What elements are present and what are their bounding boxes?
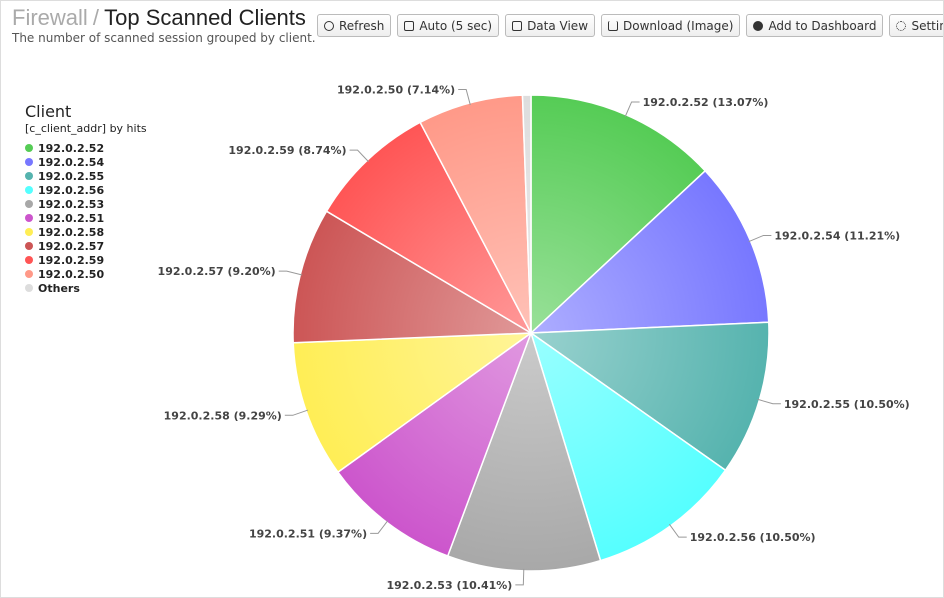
leader-line (624, 101, 640, 117)
refresh-button[interactable]: Refresh (317, 14, 392, 37)
legend-label[interactable]: 192.0.2.50 (38, 268, 104, 281)
data-label: 192.0.2.52 (13.07%) (643, 96, 769, 109)
data-label: 192.0.2.55 (10.50%) (784, 398, 910, 411)
icon (512, 20, 523, 31)
data-label: 192.0.2.51 (9.37%) (249, 527, 367, 540)
leader-line (458, 88, 471, 106)
leader-line (748, 234, 772, 243)
panel-title: Top Scanned Clients (104, 5, 306, 30)
button-label: Download (Image) (623, 18, 734, 33)
breadcrumb-parent[interactable]: Firewall (12, 5, 88, 30)
legend-label[interactable]: 192.0.2.59 (38, 254, 104, 267)
legend-subtitle: [c_client_addr] by hits (25, 122, 147, 135)
data-label: 192.0.2.59 (8.74%) (228, 144, 346, 157)
button-label: Auto (5 sec) (419, 18, 493, 33)
icon (324, 20, 334, 31)
data-label: 192.0.2.57 (9.20%) (158, 265, 276, 278)
legend-label[interactable]: 192.0.2.57 (38, 240, 104, 253)
legend-title: Client (25, 102, 71, 121)
breadcrumb-separator: / (92, 5, 100, 30)
leader-line (370, 520, 389, 534)
legend-swatch[interactable] (25, 172, 33, 180)
button-label: Add to Dashboard (768, 18, 877, 33)
icon (896, 20, 907, 31)
legend-swatch[interactable] (25, 214, 33, 222)
legend-label[interactable]: 192.0.2.53 (38, 198, 104, 211)
panel-description: The number of scanned session grouped by… (12, 31, 316, 45)
settings-button[interactable]: Settings (889, 14, 943, 37)
legend-swatch[interactable] (25, 144, 33, 152)
data-label: 192.0.2.50 (7.14%) (337, 83, 455, 96)
legend-swatch[interactable] (25, 270, 33, 278)
button-label: Settings (911, 18, 943, 33)
legend-label[interactable]: Others (38, 282, 80, 295)
legend-swatch[interactable] (25, 186, 33, 194)
leader-line (278, 270, 303, 276)
data-label: 192.0.2.56 (10.50%) (690, 531, 816, 544)
data-view-button[interactable]: Data View (505, 14, 596, 37)
legend-label[interactable]: 192.0.2.58 (38, 226, 104, 239)
icon (608, 20, 619, 31)
icon (753, 20, 764, 31)
legend-label[interactable]: 192.0.2.54 (38, 156, 104, 169)
legend-label[interactable]: 192.0.2.56 (38, 184, 104, 197)
legend-label[interactable]: 192.0.2.55 (38, 170, 104, 183)
toolbar: Refresh Auto (5 sec) Data View Download … (317, 14, 943, 37)
legend-label[interactable]: 192.0.2.52 (38, 142, 104, 155)
leader-line (668, 523, 687, 538)
auto-button[interactable]: Auto (5 sec) (397, 14, 500, 37)
legend-swatch[interactable] (25, 284, 33, 292)
legend-label[interactable]: 192.0.2.51 (38, 212, 104, 225)
download-button[interactable]: Download (Image) (601, 14, 741, 37)
legend-swatch[interactable] (25, 200, 33, 208)
header: Firewall / Top Scanned Clients The numbe… (12, 5, 316, 45)
legend-swatch[interactable] (25, 228, 33, 236)
leader-line (349, 149, 369, 163)
data-label: 192.0.2.58 (9.29%) (164, 409, 282, 422)
legend-swatch[interactable] (25, 256, 33, 264)
button-label: Data View (527, 18, 589, 33)
legend-swatch[interactable] (25, 242, 33, 250)
data-label: 192.0.2.53 (10.41%) (387, 579, 513, 592)
data-label: 192.0.2.54 (11.21%) (774, 229, 900, 242)
leader-line (757, 398, 781, 405)
button-label: Refresh (339, 18, 385, 33)
add-dashboard-button[interactable]: Add to Dashboard (746, 14, 884, 37)
icon (404, 20, 415, 31)
leader-line (284, 409, 309, 416)
leader-line (515, 568, 525, 586)
legend-swatch[interactable] (25, 158, 33, 166)
